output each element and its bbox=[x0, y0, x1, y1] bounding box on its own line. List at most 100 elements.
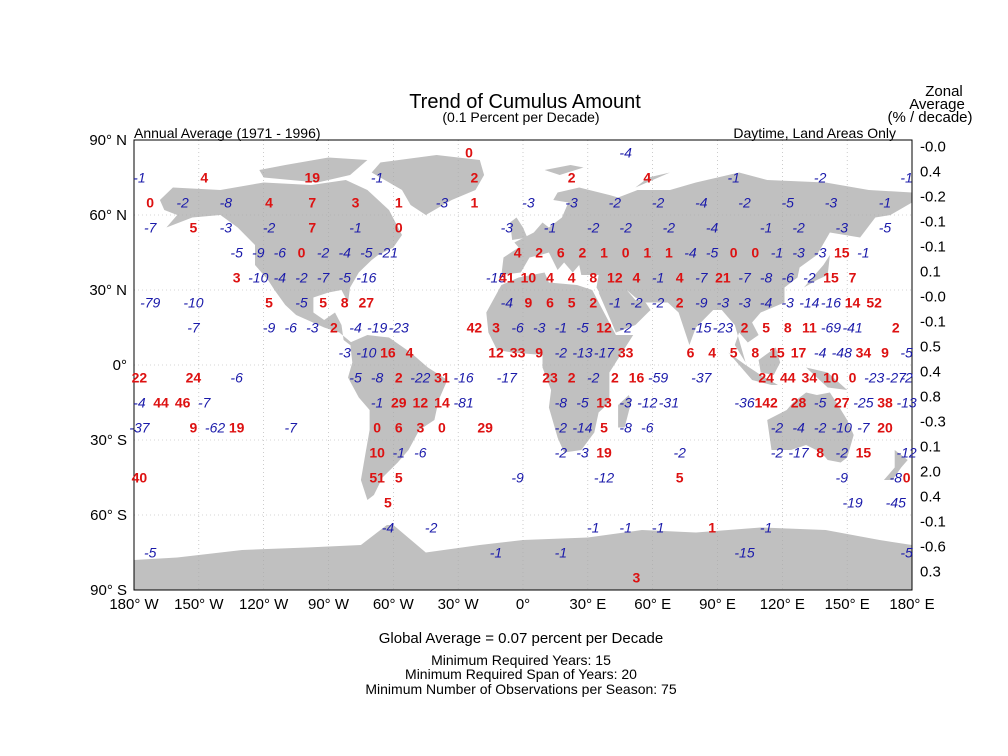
trend-value: 9 bbox=[190, 420, 198, 436]
trend-value: -10 bbox=[248, 270, 268, 286]
trend-value: 15 bbox=[769, 345, 785, 361]
trend-value: -45 bbox=[886, 495, 906, 511]
north-america-land bbox=[159, 180, 402, 345]
arabia-land bbox=[598, 290, 651, 333]
trend-value: -79 bbox=[140, 295, 160, 311]
latitude-label: 0° bbox=[113, 357, 127, 374]
antarctica-land bbox=[134, 525, 912, 590]
trend-value: -2 bbox=[609, 195, 622, 211]
zonal-average-value: -0.3 bbox=[920, 413, 946, 430]
trend-value: 23 bbox=[542, 370, 558, 386]
trend-value: -7 bbox=[284, 420, 298, 436]
trend-value: -3 bbox=[738, 295, 751, 311]
trend-value: -8 bbox=[890, 470, 903, 486]
trend-value: -4 bbox=[619, 145, 632, 161]
zonal-average-value: 0.3 bbox=[920, 563, 941, 580]
latitude-label: 90° S bbox=[90, 582, 127, 599]
trend-value: -4 bbox=[792, 420, 805, 436]
greenland-land bbox=[371, 155, 485, 215]
trend-value: 2 bbox=[579, 245, 587, 261]
trend-value: -10 bbox=[832, 420, 852, 436]
trend-value: -2 bbox=[738, 195, 751, 211]
longitude-label: 60° W bbox=[373, 596, 415, 613]
trend-value: -69 bbox=[821, 320, 841, 336]
trend-value: -3 bbox=[825, 195, 838, 211]
trend-value: -1 bbox=[760, 520, 772, 536]
trend-value: -1 bbox=[587, 520, 599, 536]
latitude-label: 90° N bbox=[89, 132, 127, 149]
trend-value: -4 bbox=[760, 295, 773, 311]
trend-value: 5 bbox=[676, 470, 684, 486]
zonal-average-value: -0.1 bbox=[920, 513, 946, 530]
trend-value: 33 bbox=[510, 345, 526, 361]
trend-value: 0 bbox=[373, 420, 381, 436]
trend-value: 142 bbox=[754, 395, 778, 411]
trend-value: -17 bbox=[788, 445, 809, 461]
latitude-label: 60° S bbox=[90, 507, 127, 524]
trend-value: -8 bbox=[220, 195, 233, 211]
trend-value: 0 bbox=[146, 195, 154, 211]
trend-value: -4 bbox=[684, 245, 697, 261]
trend-value: 5 bbox=[265, 295, 273, 311]
trend-value: 42 bbox=[467, 320, 483, 336]
trend-value: -9 bbox=[263, 320, 276, 336]
period-label: Annual Average (1971 - 1996) bbox=[134, 125, 321, 141]
zonal-average-value: 2.0 bbox=[920, 463, 941, 480]
trend-value: -2 bbox=[900, 370, 913, 386]
trend-value: -4 bbox=[274, 270, 287, 286]
trend-value: -2 bbox=[630, 295, 643, 311]
longitude-labels: 180° W 150° W 120° W 90° W 60° W 30° W 0° 30° E… bbox=[109, 596, 934, 613]
svalbard-land bbox=[544, 165, 584, 175]
longitude-label: 120° W bbox=[239, 596, 289, 613]
trend-value: -2 bbox=[814, 420, 827, 436]
trend-value: -2 bbox=[555, 420, 568, 436]
trend-value: -2 bbox=[263, 220, 276, 236]
trend-value: -13 bbox=[896, 395, 916, 411]
trend-value: -4 bbox=[133, 395, 146, 411]
trend-value: 33 bbox=[618, 345, 634, 361]
zonal-header-line3: (% / decade) bbox=[887, 109, 972, 126]
trend-value: 8 bbox=[784, 320, 792, 336]
zonal-average-column: -0.0 0.4 -0.2 -0.1 -0.1 0.1 -0.0 -0.1 0.5 0.4 0.8 -… bbox=[920, 138, 946, 580]
trend-value: -5 bbox=[706, 245, 719, 261]
trend-value: 1 bbox=[600, 245, 608, 261]
new-guinea-land bbox=[806, 367, 848, 390]
trend-value: -1 bbox=[371, 170, 383, 186]
trend-value: -6 bbox=[782, 270, 795, 286]
trend-value: -2 bbox=[792, 220, 805, 236]
trend-value: -9 bbox=[511, 470, 524, 486]
trend-value: -4 bbox=[382, 520, 395, 536]
trend-value: 4 bbox=[643, 170, 651, 186]
longitude-label: 180° W bbox=[109, 596, 159, 613]
trend-value: 8 bbox=[589, 270, 597, 286]
trend-value: 44 bbox=[780, 370, 796, 386]
trend-value: -5 bbox=[900, 545, 913, 561]
trend-value: -37 bbox=[129, 420, 150, 436]
trend-value: 5 bbox=[730, 345, 738, 361]
trend-value: 5 bbox=[762, 320, 770, 336]
trend-value: -1 bbox=[652, 270, 664, 286]
trend-value: -5 bbox=[349, 370, 362, 386]
zonal-average-value: -0.6 bbox=[920, 538, 946, 555]
trend-value: 6 bbox=[557, 245, 565, 261]
trend-value: 2 bbox=[892, 320, 900, 336]
trend-value: 4 bbox=[200, 170, 208, 186]
trend-value: -7 bbox=[198, 395, 212, 411]
trend-value: -21 bbox=[378, 245, 398, 261]
trend-value: -1 bbox=[544, 220, 556, 236]
trend-value: 8 bbox=[751, 345, 759, 361]
latitude-label: 30° N bbox=[89, 282, 127, 299]
trend-value: -22 bbox=[410, 370, 430, 386]
trend-value: 52 bbox=[866, 295, 882, 311]
trend-value: 12 bbox=[413, 395, 429, 411]
trend-value: 6 bbox=[395, 420, 403, 436]
trend-value: 8 bbox=[816, 445, 824, 461]
trend-value: -8 bbox=[619, 420, 632, 436]
map-title: Trend of Cumulus Amount bbox=[409, 91, 641, 113]
trend-value: -62 bbox=[205, 420, 225, 436]
trend-value: -3 bbox=[792, 245, 805, 261]
trend-value: -4 bbox=[349, 320, 362, 336]
zonal-average-value: -0.1 bbox=[920, 313, 946, 330]
trend-value: 3 bbox=[492, 320, 500, 336]
footer-line-2: Minimum Required Span of Years: 20 bbox=[405, 666, 637, 682]
